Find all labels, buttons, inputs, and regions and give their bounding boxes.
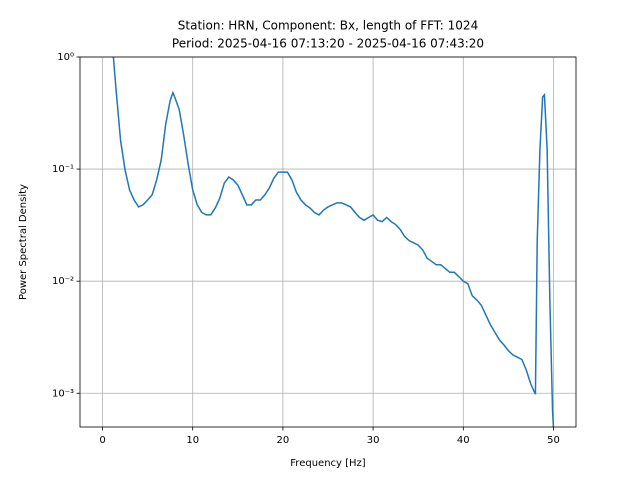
x-tick-label: 40 xyxy=(457,435,470,446)
x-tick-label: 50 xyxy=(547,435,560,446)
data-line xyxy=(112,57,555,427)
y-tick-label: 10⁰ xyxy=(57,52,74,63)
y-tick-label: 10⁻² xyxy=(52,276,74,287)
x-tick-label: 20 xyxy=(277,435,290,446)
x-tick-label: 0 xyxy=(99,435,105,446)
x-tick-label: 30 xyxy=(367,435,380,446)
x-axis-label: Frequency [Hz] xyxy=(290,458,366,469)
y-axis-label: Power Spectral Density xyxy=(18,184,29,300)
y-tick-label: 10⁻¹ xyxy=(52,164,74,175)
y-tick-label: 10⁻³ xyxy=(52,388,74,399)
chart-title: Station: HRN, Component: Bx, length of F… xyxy=(178,19,478,33)
plot-frame xyxy=(79,56,577,428)
x-tick-label: 10 xyxy=(186,435,199,446)
chart-title: Period: 2025-04-16 07:13:20 - 2025-04-16… xyxy=(172,37,484,51)
